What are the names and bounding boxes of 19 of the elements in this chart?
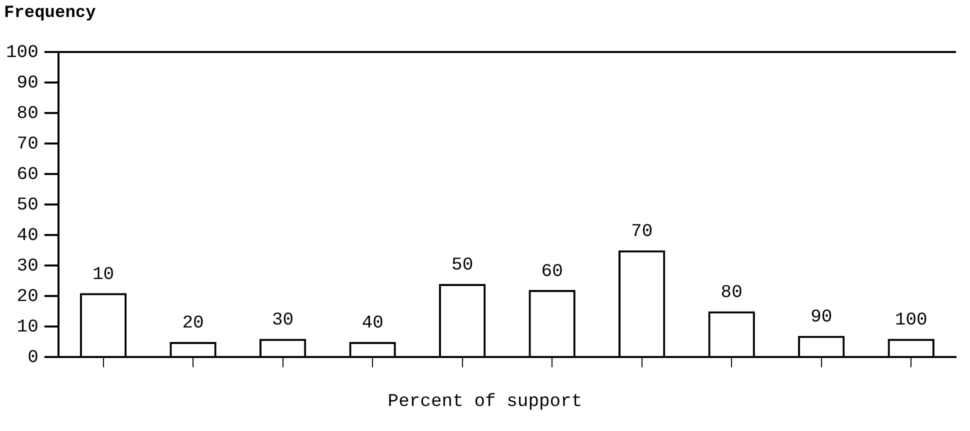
y-tick-label: 40 xyxy=(16,226,38,246)
y-tick-label: 0 xyxy=(28,348,38,368)
y-tick-label: 70 xyxy=(16,134,38,154)
x-tick-label: 10 xyxy=(92,264,114,285)
x-tick-label: 30 xyxy=(272,310,294,331)
x-tick-label: 40 xyxy=(362,314,384,334)
y-axis-title: Frequency xyxy=(4,4,96,23)
x-tick-label: 100 xyxy=(894,310,928,331)
x-axis-title: Percent of support xyxy=(386,392,584,412)
y-tick-label: 100 xyxy=(6,42,38,63)
y-tick-label: 60 xyxy=(16,164,38,185)
y-tick-label: 20 xyxy=(16,286,38,307)
y-tick-label: 50 xyxy=(16,195,38,216)
x-tick-label: 90 xyxy=(810,308,832,328)
x-tick-label: 20 xyxy=(182,314,204,334)
x-tick-label: 50 xyxy=(452,256,474,276)
y-tick-label: 80 xyxy=(16,104,38,124)
y-tick-label: 90 xyxy=(16,73,38,94)
x-tick-label: 60 xyxy=(541,262,563,282)
